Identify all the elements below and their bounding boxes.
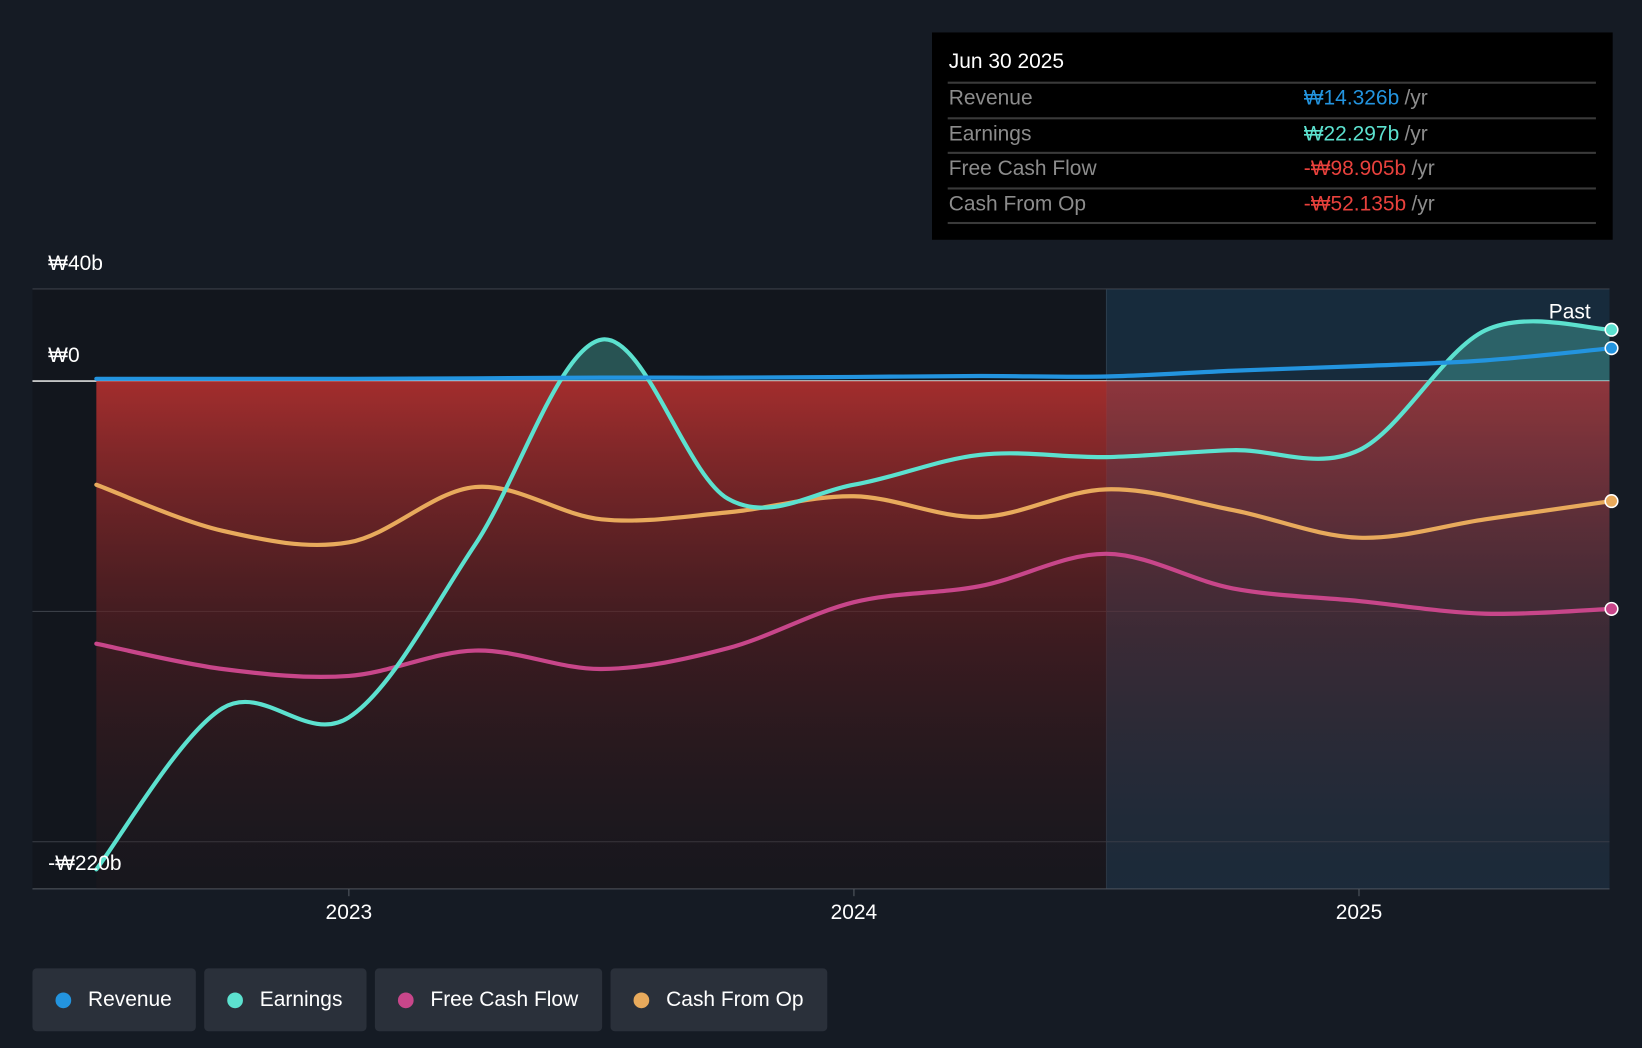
series-line-free-cash-flow <box>94 551 1614 679</box>
legend-item-cash-from-op[interactable]: Cash From Op <box>610 968 828 1032</box>
legend-item-revenue[interactable]: Revenue <box>32 968 196 1032</box>
tooltip-date: Jun 30 2025 <box>948 50 1065 74</box>
x-tick-label: 2024 <box>830 901 878 925</box>
tooltip-label: Earnings <box>948 121 1032 146</box>
legend-dot-icon <box>227 991 244 1008</box>
past-label: Past <box>1548 300 1591 324</box>
x-tick-label: 2023 <box>325 901 373 925</box>
tooltip: Jun 30 2025 Revenue ₩14.326b/yr Earnings ₩2… <box>931 32 1613 240</box>
x-tick-label: 2025 <box>1335 901 1383 925</box>
tooltip-label: Cash From Op <box>948 192 1087 216</box>
legend-dot-icon <box>633 991 650 1008</box>
tooltip-row: Cash From Op -₩52.135b/yr <box>947 186 1596 224</box>
series-end-point <box>1604 322 1619 337</box>
series-line-cash-from-op <box>94 482 1614 548</box>
legend-label: Free Cash Flow <box>430 987 579 1011</box>
tooltip-row: Revenue ₩14.326b/yr <box>947 81 1596 119</box>
tooltip-value: ₩14.326b/yr <box>1303 86 1428 110</box>
tooltip-label: Revenue <box>948 86 1033 110</box>
series-line-revenue <box>94 346 1614 381</box>
negative-area-fill <box>96 381 1610 889</box>
series-end-point <box>1604 601 1619 616</box>
past-overlay <box>1106 288 1610 889</box>
legend: Revenue Earnings Free Cash Flow Cash From O… <box>32 968 828 1032</box>
legend-label: Earnings <box>259 987 343 1011</box>
tooltip-value: -₩52.135b/yr <box>1303 192 1435 216</box>
y-tick-bottom: -₩220b <box>48 852 122 876</box>
y-tick-top: ₩40b <box>48 252 103 276</box>
series-line-earnings <box>94 319 1614 872</box>
series-end-point <box>1604 494 1619 509</box>
legend-label: Revenue <box>87 987 172 1011</box>
tooltip-value: -₩98.905b/yr <box>1303 157 1435 181</box>
legend-item-earnings[interactable]: Earnings <box>204 968 367 1032</box>
legend-dot-icon <box>397 991 414 1008</box>
tooltip-row: Earnings ₩22.297b/yr <box>947 116 1596 154</box>
tooltip-value: ₩22.297b/yr <box>1303 121 1428 146</box>
y-tick-zero: ₩0 <box>48 344 80 368</box>
legend-dot-icon <box>55 991 72 1008</box>
tooltip-label: Free Cash Flow <box>948 157 1097 181</box>
series-end-point <box>1604 341 1619 356</box>
legend-label: Cash From Op <box>666 987 804 1011</box>
tooltip-row: Free Cash Flow -₩98.905b/yr <box>947 151 1596 189</box>
earnings-positive-fill <box>96 321 1610 382</box>
tooltip-divider <box>947 221 1596 225</box>
legend-item-free-cash-flow[interactable]: Free Cash Flow <box>374 968 603 1032</box>
